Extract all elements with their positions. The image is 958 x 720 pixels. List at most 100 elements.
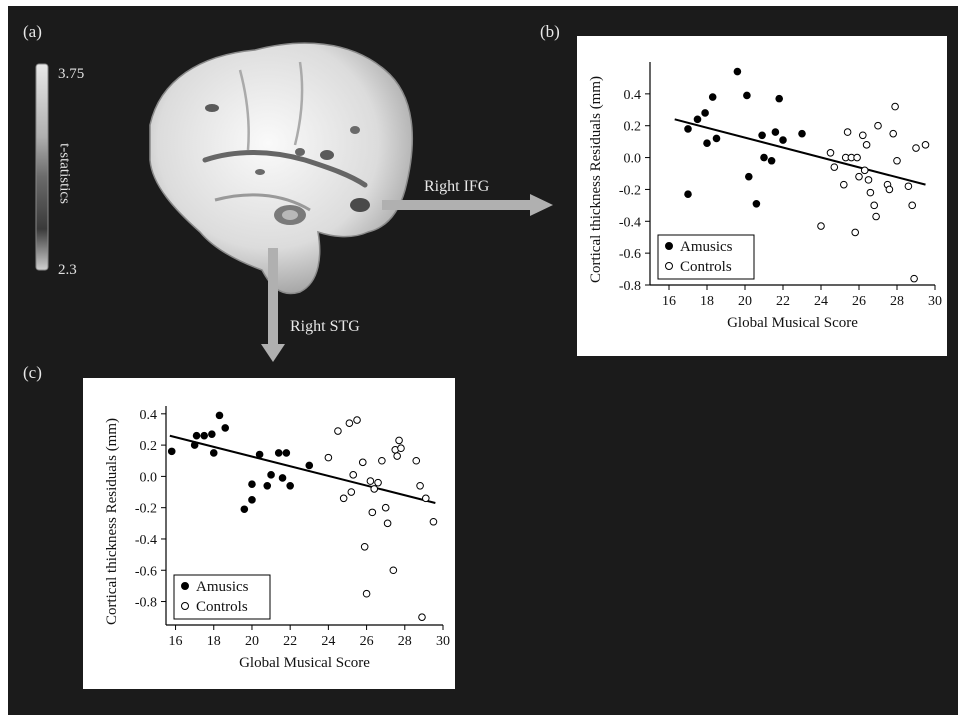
y-tick-label: 0.2 <box>140 439 158 454</box>
controls-point <box>904 182 913 191</box>
amusics-point <box>248 480 256 489</box>
amusics-point <box>221 424 230 432</box>
controls-point <box>921 141 930 149</box>
x-tick-label: 26 <box>852 294 866 309</box>
amusics-point <box>798 129 806 138</box>
amusics-point <box>209 449 218 457</box>
controls-point <box>817 222 825 230</box>
x-tick-label: 24 <box>814 294 828 309</box>
x-tick-label: 20 <box>245 634 259 649</box>
legend-box <box>173 574 271 620</box>
controls-point <box>339 494 348 503</box>
x-tick-label: 16 <box>662 294 676 309</box>
controls-point <box>840 180 848 189</box>
x-tick-label: 16 <box>169 634 183 649</box>
controls-point <box>893 156 901 165</box>
legend-marker-amusics <box>665 242 673 250</box>
controls-point <box>395 436 403 445</box>
controls-point <box>853 153 861 162</box>
regression-line <box>169 434 436 504</box>
amusics-point <box>684 125 692 133</box>
colorbar-title: t-statistics <box>56 143 73 204</box>
y-axis-label: Cortical thickness Residuals (mm) <box>104 418 120 625</box>
controls-point <box>870 201 879 210</box>
amusics-point <box>167 447 176 456</box>
x-tick-label: 18 <box>207 634 221 649</box>
amusics-point <box>760 153 768 162</box>
amusics-point <box>693 115 702 124</box>
amusics-point <box>684 190 692 199</box>
legend-label-amusics: Amusics <box>680 239 733 255</box>
amusics-point <box>190 441 199 449</box>
amusics-point <box>767 156 776 165</box>
amusics-point <box>267 471 275 479</box>
controls-point <box>370 485 379 493</box>
regression-line <box>674 118 926 186</box>
y-tick-label: -0.8 <box>135 596 157 611</box>
legend-label-controls: Controls <box>196 599 248 615</box>
controls-point <box>885 185 894 194</box>
amusics-point <box>278 474 287 482</box>
y-tick-label: -0.6 <box>619 247 641 262</box>
controls-point <box>851 228 860 237</box>
amusics-point <box>200 431 209 440</box>
controls-point <box>349 471 358 479</box>
controls-point <box>843 128 852 136</box>
y-tick-label: 0.4 <box>140 408 158 423</box>
controls-point <box>889 129 898 138</box>
y-tick-label: -0.4 <box>135 533 157 548</box>
y-tick-label: 0.4 <box>624 88 642 103</box>
controls-point <box>368 508 377 517</box>
controls-point <box>378 456 386 465</box>
controls-point <box>418 613 426 621</box>
amusics-point <box>208 430 216 438</box>
x-tick-label: 20 <box>738 294 752 309</box>
controls-point <box>872 212 880 221</box>
controls-point <box>860 166 869 175</box>
controls-point <box>393 452 401 460</box>
chart-panel-c <box>83 378 455 689</box>
legend-box <box>657 234 755 280</box>
controls-point <box>864 176 873 184</box>
legend-label-controls: Controls <box>680 259 732 275</box>
amusics-point <box>708 93 717 101</box>
controls-point <box>389 566 398 575</box>
legend-marker-controls <box>181 602 189 610</box>
controls-point <box>334 427 342 435</box>
colorbar-min-label: 2.3 <box>58 262 77 278</box>
brain-image <box>149 42 414 295</box>
legend-label-amusics: Amusics <box>196 579 249 595</box>
amusics-point <box>286 481 294 490</box>
amusics-point <box>274 449 283 457</box>
amusics-point <box>255 450 264 459</box>
controls-point <box>416 481 424 490</box>
amusics-point <box>771 128 780 136</box>
controls-point <box>358 458 367 467</box>
x-tick-label: 28 <box>398 634 412 649</box>
amusics-point <box>733 67 742 76</box>
y-tick-label: -0.8 <box>619 279 641 294</box>
controls-point <box>345 419 354 428</box>
amusics-point <box>775 94 784 103</box>
x-tick-label: 30 <box>928 294 942 309</box>
controls-point <box>862 141 871 149</box>
y-tick-label: -0.4 <box>619 215 641 230</box>
controls-point <box>826 148 835 157</box>
arrow-label-stg: Right STG <box>290 318 360 335</box>
panel-label-c: (c) <box>23 363 42 382</box>
controls-point <box>912 144 920 152</box>
legend-marker-amusics <box>181 582 189 590</box>
amusics-point <box>743 91 751 100</box>
controls-point <box>347 488 356 496</box>
legend-marker-controls <box>665 262 673 270</box>
controls-point <box>324 453 333 462</box>
colorbar <box>35 63 49 271</box>
y-tick-label: -0.2 <box>619 183 641 198</box>
controls-point <box>859 131 867 140</box>
controls-point <box>383 519 392 528</box>
x-tick-label: 26 <box>360 634 374 649</box>
arrow-ifg <box>382 194 553 216</box>
y-tick-label: 0.0 <box>624 152 642 167</box>
